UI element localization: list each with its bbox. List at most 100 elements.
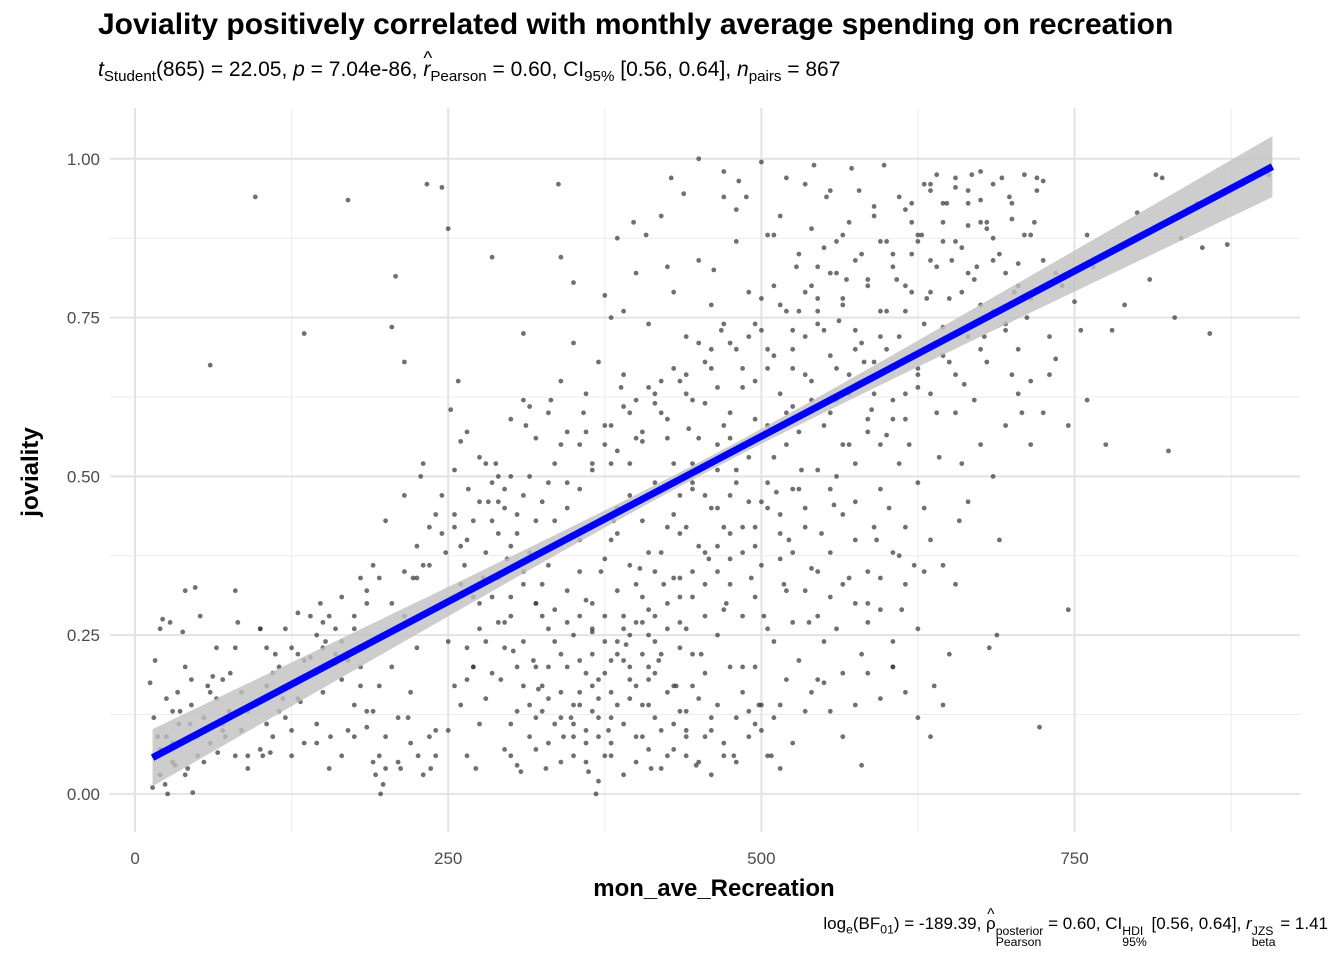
data-point <box>953 581 958 587</box>
data-point <box>320 689 326 695</box>
data-point <box>815 308 821 314</box>
data-point <box>1015 346 1021 352</box>
data-point <box>589 708 595 714</box>
r-value: = 0.60, <box>492 58 558 81</box>
data-point <box>1034 188 1040 194</box>
data-point <box>827 708 833 714</box>
data-point <box>708 346 714 352</box>
data-point <box>984 226 990 232</box>
data-point <box>1032 219 1037 225</box>
data-point <box>339 677 345 682</box>
data-point <box>458 702 464 708</box>
data-point <box>702 581 708 587</box>
data-point <box>552 721 558 727</box>
data-point <box>856 188 862 194</box>
data-point <box>765 480 770 486</box>
data-point <box>903 524 908 530</box>
data-point <box>260 753 266 759</box>
data-point <box>546 664 551 670</box>
data-point <box>752 524 758 530</box>
data-point <box>961 381 967 387</box>
data-point <box>552 607 558 613</box>
data-point <box>924 296 930 301</box>
data-point <box>185 766 191 771</box>
data-point <box>445 639 451 644</box>
data-point <box>558 689 564 695</box>
data-point <box>661 581 667 587</box>
data-point <box>514 664 520 670</box>
data-point <box>189 677 194 682</box>
p-value: = 7.04e-86, <box>310 58 418 81</box>
data-point <box>408 740 413 746</box>
data-point <box>339 753 345 759</box>
rho-value: = 0.60, <box>1048 914 1101 933</box>
data-point <box>533 747 539 752</box>
data-point <box>197 613 203 619</box>
data-point <box>752 664 758 670</box>
data-point <box>1022 232 1027 238</box>
r-label: r <box>423 48 430 82</box>
data-point <box>180 629 186 635</box>
data-point <box>521 331 526 336</box>
data-point <box>289 753 294 759</box>
data-point <box>502 505 507 511</box>
data-point <box>201 759 207 765</box>
data-point <box>380 782 386 787</box>
data-point <box>364 588 370 594</box>
data-point <box>656 658 662 663</box>
data-point <box>583 597 589 603</box>
data-point <box>896 334 902 339</box>
data-point <box>859 340 864 346</box>
data-point <box>931 683 937 689</box>
data-point <box>921 569 927 574</box>
data-point <box>301 331 307 336</box>
data-point <box>602 556 608 562</box>
data-point <box>205 683 211 689</box>
data-point <box>539 613 545 619</box>
data-point <box>502 747 507 752</box>
data-point <box>521 683 526 689</box>
data-point <box>633 759 639 765</box>
data-point <box>771 715 777 721</box>
data-point <box>915 239 921 244</box>
data-point <box>665 689 670 695</box>
data-point <box>731 753 737 759</box>
data-point <box>283 715 288 721</box>
data-point <box>1207 331 1213 336</box>
data-point <box>232 645 238 651</box>
data-point <box>740 385 745 390</box>
data-point <box>543 766 549 771</box>
data-point <box>969 172 975 178</box>
n-label: n <box>737 58 749 81</box>
data-point <box>489 518 495 524</box>
data-point <box>715 442 720 447</box>
data-point <box>602 442 608 447</box>
jzs-label: r <box>1246 914 1252 933</box>
data-point <box>546 626 551 632</box>
data-point <box>358 683 363 689</box>
data-point <box>752 721 758 727</box>
bf-value: ) = -189.39, <box>893 914 982 933</box>
data-point <box>389 664 395 670</box>
data-point <box>527 734 532 740</box>
data-point <box>759 327 764 333</box>
data-point <box>235 620 241 625</box>
data-point <box>771 639 777 644</box>
jzs-value: = 1.41 <box>1280 914 1328 933</box>
data-point <box>944 200 950 206</box>
data-point <box>420 562 426 568</box>
data-point <box>921 321 927 327</box>
data-point <box>821 327 827 333</box>
data-point <box>589 601 595 606</box>
data-point <box>571 632 576 638</box>
data-point <box>596 359 601 365</box>
data-point <box>533 664 539 670</box>
data-point <box>627 410 633 416</box>
data-point <box>708 715 714 721</box>
data-point <box>840 670 846 676</box>
data-point <box>552 639 558 644</box>
data-point <box>909 289 915 295</box>
data-point <box>799 467 804 473</box>
data-point <box>690 683 695 689</box>
data-point <box>301 740 307 746</box>
